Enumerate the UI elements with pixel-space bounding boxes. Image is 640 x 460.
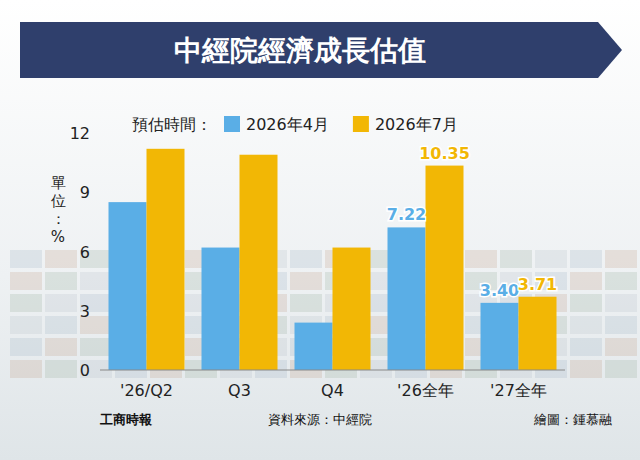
legend-label: 2026年7月 [375, 115, 458, 134]
bar [295, 323, 333, 370]
x-tick-label: '26/Q2 [120, 381, 173, 400]
data-label: 3.71 [518, 275, 557, 294]
decor-block [605, 316, 637, 334]
decor-block [45, 272, 77, 290]
decor-block [80, 338, 112, 356]
chart: 中經院經濟成長估值預估時間： 2026年4月 2026年7月單位：% 0 3 6 9 12 7.… [0, 0, 640, 460]
data-labels: 7.22 10.35 3.403.71 [387, 144, 557, 300]
bar [147, 149, 185, 370]
decor-block [290, 272, 322, 290]
legend: 預估時間： 2026年4月 2026年7月 [132, 115, 458, 134]
bar [481, 303, 519, 370]
x-axis-line [100, 370, 565, 371]
y-axis-label-char: 單 [51, 174, 66, 192]
decor-block [605, 250, 637, 268]
decor-block [605, 272, 637, 290]
y-axis-label-char: % [51, 228, 65, 246]
bar [240, 155, 278, 370]
credit: 繪圖：鍾慕融 [533, 412, 612, 427]
decor-block [605, 338, 637, 356]
bar [388, 227, 426, 370]
y-axis-label-char: 位 [51, 192, 66, 210]
source: 資料來源：中經院 [268, 412, 372, 427]
decor-block [10, 360, 42, 378]
decor-block [570, 338, 602, 356]
y-tick-label: 0 [80, 361, 90, 380]
publisher: 工商時報 [99, 412, 153, 427]
title-banner [20, 22, 622, 78]
decor-block [570, 294, 602, 312]
legend-label: 2026年4月 [246, 115, 329, 134]
decor-block [45, 316, 77, 334]
x-tick-label: Q4 [321, 381, 344, 400]
bar [109, 202, 147, 370]
decor-block [500, 250, 532, 268]
x-tick-label: '26全年 [397, 381, 454, 400]
legend-title: 預估時間： [132, 115, 212, 134]
decor-block [10, 272, 42, 290]
decor-block [290, 294, 322, 312]
data-label: 3.40 [480, 281, 519, 300]
decor-block [45, 294, 77, 312]
decor-block [570, 272, 602, 290]
bar [519, 297, 557, 370]
decor-block [45, 338, 77, 356]
y-tick-label: 6 [80, 243, 90, 262]
y-axis-label-char: ： [51, 210, 66, 228]
y-tick-label: 3 [80, 302, 90, 321]
background-decor [10, 250, 637, 378]
decor-block [535, 250, 567, 268]
background [0, 0, 640, 460]
data-label: 7.22 [387, 205, 426, 224]
decor-block [570, 250, 602, 268]
decor-block [465, 250, 497, 268]
decor-block [10, 250, 42, 268]
data-label: 10.35 [419, 144, 470, 163]
y-tick-label: 12 [70, 124, 90, 143]
y-tick-label: 9 [80, 183, 90, 202]
decor-block [290, 250, 322, 268]
title: 中經院經濟成長估值 [174, 34, 426, 67]
decor-block [10, 294, 42, 312]
decor-block [10, 316, 42, 334]
legend-swatch [224, 116, 240, 132]
decor-block [605, 360, 637, 378]
decor-block [80, 272, 112, 290]
legend-swatch [353, 116, 369, 132]
x-tick-label: Q3 [228, 381, 251, 400]
decor-block [10, 338, 42, 356]
bar [202, 248, 240, 370]
decor-block [45, 360, 77, 378]
decor-block [570, 360, 602, 378]
decor-block [605, 294, 637, 312]
y-axis-label: 單位：% [51, 174, 66, 246]
bar [333, 248, 371, 370]
decor-block [570, 316, 602, 334]
decor-block [45, 250, 77, 268]
bars [109, 149, 557, 370]
bar [426, 166, 464, 370]
x-tick-label: '27全年 [490, 381, 547, 400]
